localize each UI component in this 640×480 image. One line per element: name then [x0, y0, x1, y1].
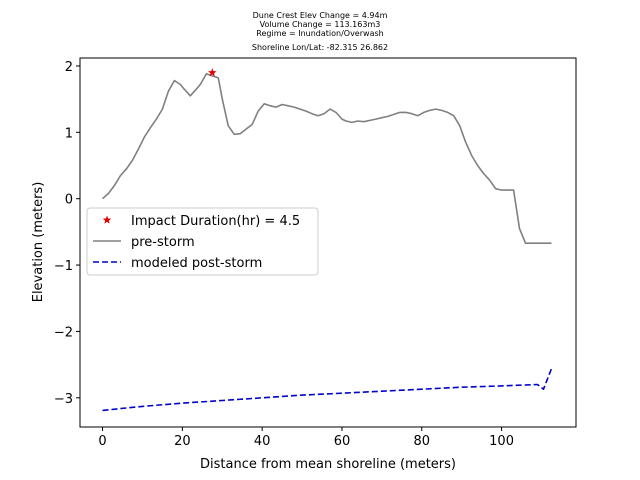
y-tick-label: 2: [65, 60, 73, 75]
impact-duration-star-marker: [208, 68, 217, 77]
pre-storm-line: [101, 73, 552, 244]
x-tick-label: 80: [413, 434, 430, 449]
title-line-1: Dune Crest Elev Change = 4.94m: [253, 11, 388, 20]
chart-title: Dune Crest Elev Change = 4.94m Volume Ch…: [252, 11, 388, 52]
y-axis-label: Elevation (meters): [31, 182, 46, 303]
y-axis: −3 −2 −1 0 1 2: [54, 60, 80, 407]
y-tick-label: −3: [54, 392, 73, 407]
x-axis-label: Distance from mean shoreline (meters): [200, 457, 456, 472]
x-tick-label: 0: [98, 434, 106, 449]
post-storm-line: [102, 368, 553, 412]
x-tick-label: 20: [174, 434, 191, 449]
legend-box: [86, 207, 319, 276]
legend-star-marker: [102, 215, 112, 224]
series-layer: [101, 73, 553, 412]
y-tick-label: 1: [65, 126, 73, 141]
x-tick-label: 100: [489, 434, 514, 449]
y-tick-label: −1: [54, 259, 73, 274]
legend-label-pre-storm: pre-storm: [131, 235, 195, 250]
x-tick-label: 60: [334, 434, 351, 449]
title-line-3: Regime = Inundation/Overwash: [256, 29, 383, 38]
x-axis: 0 20 40 60 80 100: [98, 427, 514, 449]
y-tick-label: 0: [65, 193, 73, 208]
legend-label-impact-duration: Impact Duration(hr) = 4.5: [131, 214, 300, 229]
x-tick-label: 40: [254, 434, 271, 449]
legend: Impact Duration(hr) = 4.5 pre-storm mode…: [86, 207, 319, 276]
title-line-2: Volume Change = 113.163m3: [260, 20, 381, 29]
y-tick-label: −2: [54, 325, 73, 340]
legend-label-post-storm: modeled post-storm: [131, 256, 262, 271]
title-line-4: Shoreline Lon/Lat: -82.315 26.862: [252, 43, 388, 52]
marker-layer: [208, 68, 217, 77]
plot-frame: [79, 57, 577, 428]
